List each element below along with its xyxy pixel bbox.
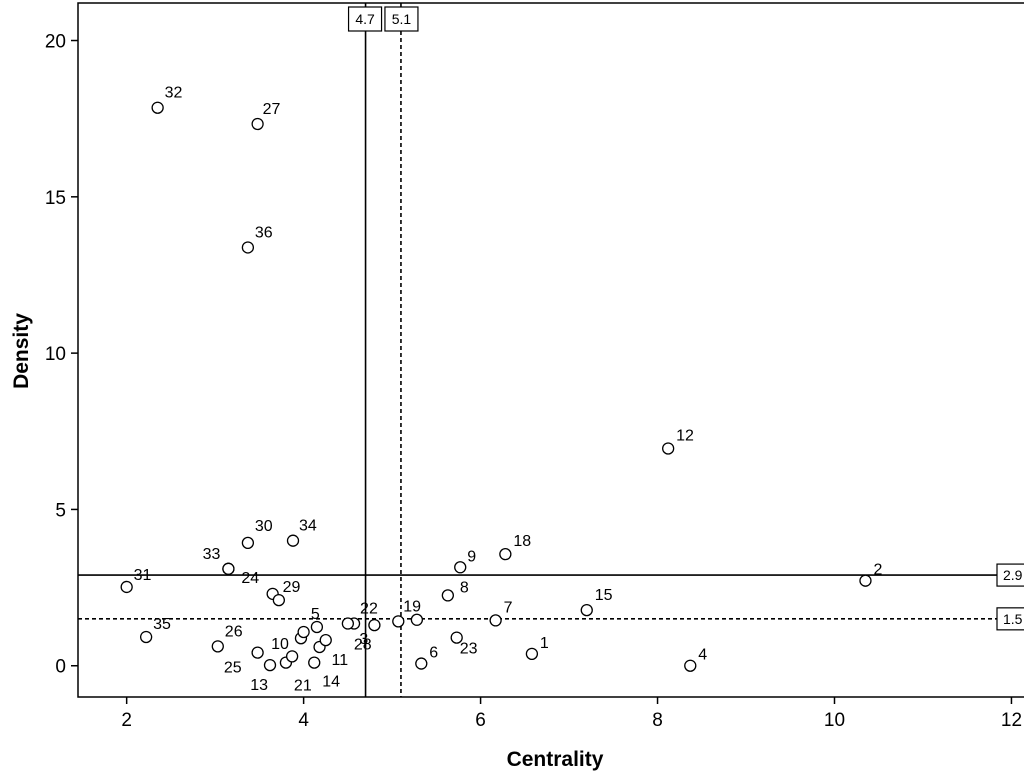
data-point (272, 593, 285, 607)
point-label: 28 (354, 637, 372, 654)
data-point (454, 561, 467, 574)
data-point (211, 640, 224, 653)
data-point (859, 574, 872, 587)
point-label: 35 (153, 616, 171, 633)
point-label: 3 (359, 631, 368, 648)
point-label: 33 (203, 546, 221, 563)
ref-label: 4.7 (355, 11, 375, 27)
data-point (499, 547, 512, 561)
data-point (120, 580, 133, 594)
y-tick-label: 10 (45, 344, 66, 365)
point-label: 36 (255, 224, 273, 241)
data-point (263, 658, 277, 672)
data-point (441, 589, 454, 602)
data-point (251, 646, 264, 659)
x-tick-label: 6 (475, 710, 486, 731)
point-label: 8 (460, 579, 469, 596)
point-label: 30 (255, 518, 273, 535)
data-point (241, 241, 255, 254)
x-tick-label: 4 (298, 710, 309, 731)
point-label: 21 (294, 678, 312, 695)
y-tick-label: 5 (55, 500, 66, 521)
point-label: 26 (225, 623, 243, 640)
point-label: 7 (504, 599, 513, 616)
point-label: 14 (322, 674, 340, 691)
data-point (297, 625, 310, 639)
point-label: 4 (698, 647, 707, 664)
data-point (285, 650, 299, 663)
x-tick-label: 12 (1001, 710, 1022, 731)
y-tick-label: 20 (45, 32, 66, 53)
data-point (310, 620, 324, 634)
data-point (662, 442, 675, 455)
point-label: 18 (513, 533, 531, 550)
plot-frame (77, 2, 1024, 698)
point-label: 29 (283, 579, 301, 596)
point-label: 5 (311, 606, 320, 623)
data-point (368, 618, 381, 632)
x-tick-label: 10 (824, 710, 845, 731)
point-label: 25 (224, 660, 242, 677)
data-point (410, 613, 424, 626)
data-point (151, 101, 164, 114)
point-label: 27 (263, 101, 281, 118)
point-label: 22 (360, 601, 378, 618)
point-label: 24 (241, 570, 259, 587)
ref-label: 2.9 (1003, 567, 1023, 583)
point-label: 9 (467, 548, 476, 565)
ref-label: 5.1 (392, 11, 412, 27)
point-label: 31 (134, 567, 152, 584)
ref-label-box (996, 607, 1024, 631)
point-label: 11 (332, 652, 349, 669)
data-point (341, 617, 355, 630)
reference-lines: 4.7 5.1 2.9 1.5 (78, 3, 1024, 697)
point-label: 13 (250, 677, 268, 694)
data-point (139, 630, 153, 644)
point-label: 6 (429, 645, 438, 662)
point-label: 32 (165, 85, 183, 102)
data-point (580, 603, 593, 617)
point-label: 23 (460, 641, 478, 658)
data-point (525, 647, 539, 661)
data-point (392, 615, 405, 628)
ref-label-box (996, 563, 1024, 587)
data-point (308, 656, 321, 669)
point-label: 10 (271, 636, 289, 653)
x-tick-label: 2 (121, 710, 132, 731)
x-tick-label: 8 (652, 710, 663, 731)
point-label: 34 (299, 518, 317, 535)
point-label: 1 (540, 635, 549, 652)
ref-label-box (384, 6, 419, 32)
data-point (222, 562, 235, 575)
x-axis-title: Centrality (507, 748, 604, 771)
data-point (251, 117, 264, 131)
data-point (684, 659, 697, 672)
data-point (241, 536, 255, 550)
ref-label-box (347, 6, 383, 32)
data-point (415, 657, 428, 670)
point-label: 2 (873, 562, 882, 579)
point-label: 12 (676, 427, 694, 444)
point-label: 19 (403, 598, 421, 615)
data-point (319, 633, 332, 647)
y-tick-label: 15 (45, 188, 66, 209)
y-axis-title: Density (10, 313, 33, 389)
data-point (489, 614, 502, 627)
ref-label: 1.5 (1003, 611, 1023, 627)
data-point (286, 534, 300, 547)
data-point (450, 631, 463, 644)
point-label: 15 (595, 587, 613, 604)
y-tick-label: 0 (55, 657, 66, 678)
